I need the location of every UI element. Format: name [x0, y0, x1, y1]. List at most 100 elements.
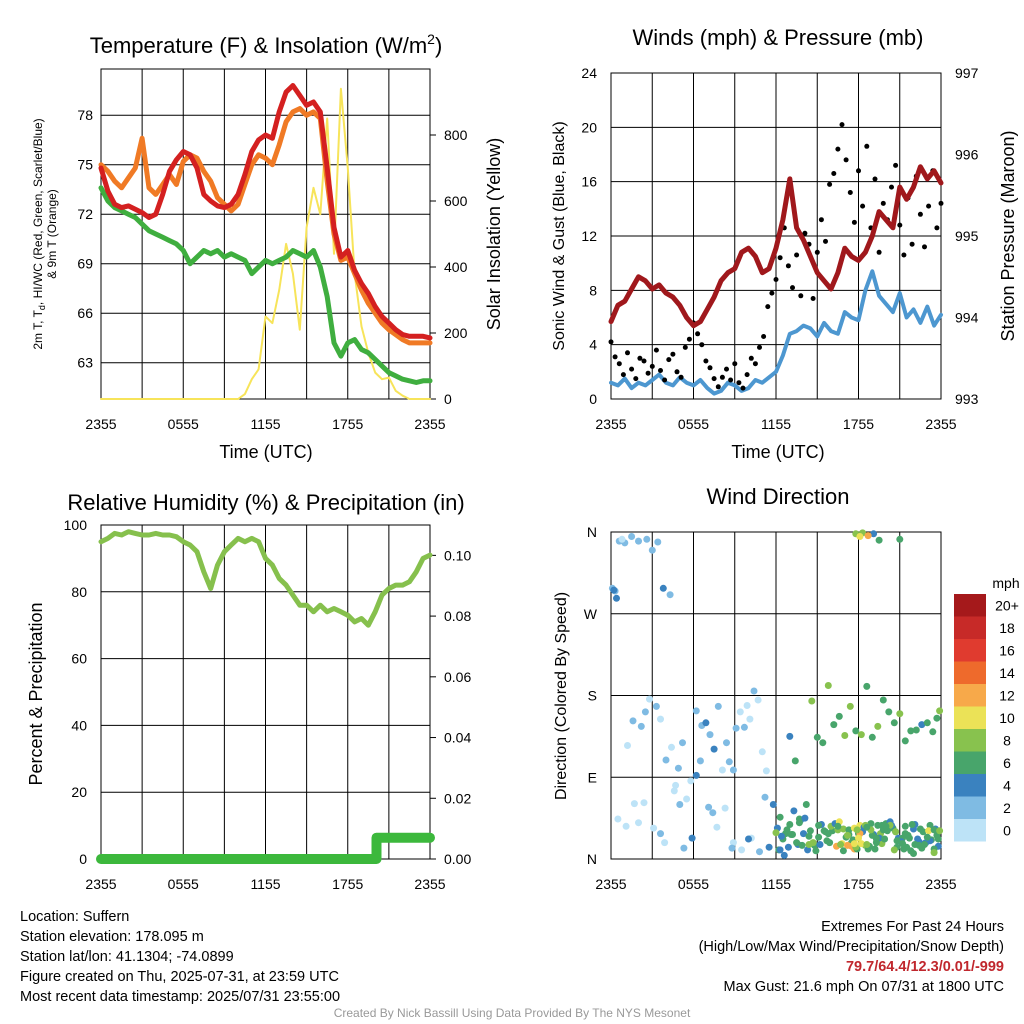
- gust-point: [798, 293, 804, 299]
- direction-point: [893, 837, 901, 845]
- legend-label: 6: [1003, 755, 1011, 771]
- gust-point: [732, 361, 738, 367]
- direction-point: [857, 840, 865, 848]
- direction-point: [801, 814, 809, 822]
- direction-point: [834, 822, 842, 830]
- y-tick-label: 80: [71, 584, 87, 600]
- gust-point: [794, 252, 800, 258]
- direction-point: [692, 707, 700, 715]
- direction-point: [628, 533, 636, 540]
- direction-point: [896, 710, 904, 718]
- direction-point: [762, 767, 770, 775]
- legend-swatch: [954, 661, 986, 684]
- y2-tick-label: 800: [444, 127, 468, 143]
- direction-point: [624, 742, 631, 749]
- gust-point: [715, 384, 721, 390]
- gust-point: [876, 249, 882, 255]
- series-temp_9m: [98, 106, 433, 346]
- direction-point: [674, 764, 682, 772]
- direction-point: [835, 712, 843, 720]
- extremes-subtitle: (High/Low/Max Wind/Precipitation/Snow De…: [698, 939, 1004, 955]
- direction-point: [856, 533, 864, 540]
- series-pressure: [608, 164, 944, 329]
- gust-point: [674, 369, 680, 375]
- direction-point: [668, 743, 675, 751]
- x-tick-label: 2355: [414, 416, 445, 432]
- direction-point: [815, 821, 823, 829]
- direction-point: [912, 726, 920, 734]
- y-axis-label: Percent & Precipitation: [26, 602, 46, 785]
- legend-label: 14: [999, 665, 1015, 681]
- direction-point: [758, 748, 766, 756]
- direction-point: [901, 737, 909, 745]
- x-tick-label: 2355: [85, 876, 116, 892]
- y2-tick-label: 0.08: [444, 608, 471, 624]
- direction-point: [728, 844, 736, 852]
- direction-point: [824, 830, 832, 838]
- y-tick-label: 0: [589, 391, 597, 407]
- y-axis-label: Direction (Colored By Speed): [553, 592, 570, 800]
- gust-point: [823, 238, 828, 244]
- direction-point: [923, 719, 931, 727]
- direction-point: [718, 766, 726, 774]
- direction-point: [687, 777, 695, 785]
- direction-point: [925, 827, 933, 835]
- y2-tick-label: 0.00: [444, 851, 471, 867]
- direction-point: [702, 719, 710, 727]
- direction-point: [885, 708, 893, 716]
- y-axis-label: 2m T, Td, HI/WC (Red, Green, Scarlet/Blu…: [31, 118, 47, 349]
- gust-point: [889, 184, 894, 190]
- temperature-panel: 63 66 69 72 75 78 0 200 400 600 800 Temperature (F)…: [31, 31, 504, 462]
- max-gust: Max Gust: 21.6 mph On 07/31 at 1800 UTC: [723, 979, 1004, 995]
- direction-point: [791, 757, 799, 765]
- gust-point: [703, 358, 709, 364]
- direction-point: [710, 745, 718, 753]
- gust-point: [752, 361, 758, 367]
- direction-point: [696, 757, 704, 765]
- direction-point: [890, 846, 898, 854]
- gust-point: [802, 230, 808, 236]
- y2-tick-label: 0: [444, 391, 452, 407]
- gust-point: [785, 263, 791, 269]
- y-tick-label: 100: [64, 517, 88, 533]
- direction-point: [839, 825, 847, 833]
- direction-point: [863, 682, 871, 690]
- station-info: Location: Suffern Station elevation: 178…: [20, 907, 340, 1007]
- direction-point: [926, 821, 934, 829]
- direction-point: [756, 848, 763, 856]
- direction-point: [657, 830, 664, 838]
- y2-tick-label: 600: [444, 193, 468, 209]
- y-tick-label: S: [588, 688, 597, 704]
- legend-label: 10: [999, 710, 1015, 726]
- gust-point: [843, 157, 849, 163]
- title-main: Temperature (F) & Insolation (W/m: [90, 33, 427, 58]
- gust-point: [616, 361, 622, 367]
- direction-point: [879, 696, 887, 704]
- direction-point: [839, 847, 847, 855]
- direction-point: [683, 795, 691, 803]
- gust-point: [814, 249, 820, 255]
- x-tick-label: 1155: [250, 416, 280, 432]
- direction-point: [933, 714, 941, 722]
- direction-point: [661, 839, 669, 847]
- direction-point: [806, 827, 814, 835]
- y-tick-label: 4: [589, 337, 597, 353]
- direction-point: [786, 821, 794, 828]
- gust-point: [856, 168, 861, 174]
- gust-point: [880, 200, 886, 206]
- direction-point: [907, 847, 915, 855]
- series-temperature: [98, 83, 433, 341]
- gust-point: [864, 143, 870, 149]
- direction-point: [772, 829, 780, 837]
- gust-point: [790, 285, 795, 291]
- direction-point: [732, 724, 740, 732]
- gust-point: [839, 122, 845, 128]
- gust-point: [934, 225, 940, 231]
- legend-swatch: [954, 684, 986, 707]
- legend-label: 20+: [995, 597, 1019, 613]
- latest-timestamp: Most recent data timestamp: 2025/07/31 2…: [20, 989, 341, 1005]
- chart-title: Wind Direction: [706, 484, 849, 509]
- direction-point: [863, 823, 871, 831]
- y-tick-label: 40: [71, 717, 87, 733]
- direction-point: [635, 537, 642, 545]
